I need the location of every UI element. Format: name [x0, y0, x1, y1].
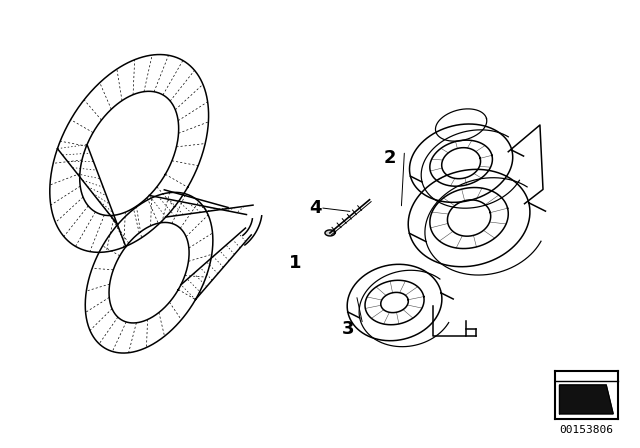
Text: 2: 2	[383, 150, 396, 168]
Polygon shape	[559, 385, 613, 414]
Text: 00153806: 00153806	[559, 425, 613, 435]
Text: 4: 4	[308, 199, 321, 217]
Polygon shape	[325, 230, 335, 236]
Text: 1: 1	[289, 254, 301, 272]
Text: 3: 3	[342, 320, 354, 338]
